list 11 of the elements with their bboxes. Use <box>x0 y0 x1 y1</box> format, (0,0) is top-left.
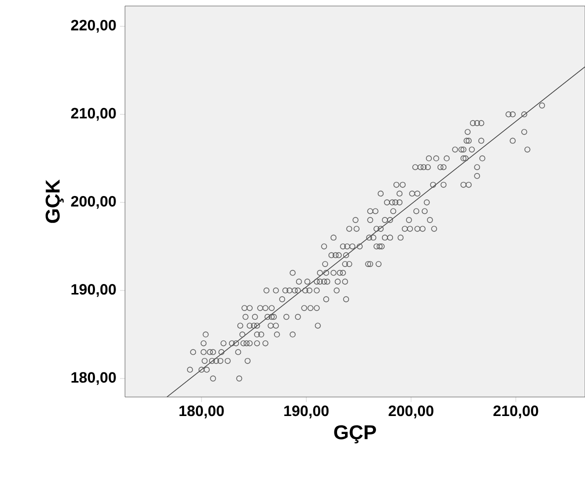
x-axis-title: GÇP <box>334 425 376 444</box>
y-tick-label: 210,00 <box>71 108 116 121</box>
x-tick-label: 210,00 <box>493 406 538 418</box>
y-tick-label: 180,00 <box>72 372 116 385</box>
y-tick-label: 200,00 <box>71 196 116 209</box>
x-tick-label: 190,00 <box>284 406 329 418</box>
y-axis-title: GÇK <box>46 179 64 223</box>
x-tick-label: 200,00 <box>388 406 434 418</box>
x-tick-label: 180,00 <box>180 406 224 418</box>
y-tick-label: 220,00 <box>71 20 116 33</box>
y-tick-label: 190,00 <box>72 284 116 297</box>
